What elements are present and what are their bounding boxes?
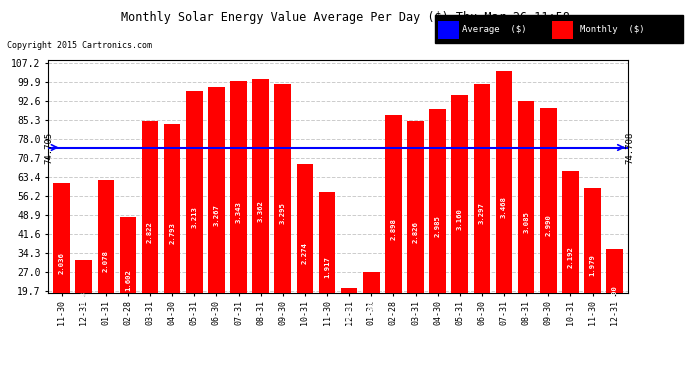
Bar xyxy=(540,108,557,343)
Text: 3.295: 3.295 xyxy=(279,202,286,225)
Text: 3.297: 3.297 xyxy=(479,202,485,224)
Text: 2.826: 2.826 xyxy=(413,221,419,243)
Bar xyxy=(429,109,446,343)
Bar xyxy=(451,95,468,343)
Text: 2.192: 2.192 xyxy=(567,246,573,268)
Bar xyxy=(230,81,247,343)
Bar xyxy=(164,124,181,343)
Text: 2.985: 2.985 xyxy=(435,215,441,237)
Bar xyxy=(208,87,225,343)
Text: Monthly  ($): Monthly ($) xyxy=(580,26,644,34)
Text: Copyright 2015 Cartronics.com: Copyright 2015 Cartronics.com xyxy=(7,41,152,50)
Bar xyxy=(607,249,623,343)
Bar xyxy=(186,91,203,343)
Bar xyxy=(141,122,159,343)
Text: 74.708: 74.708 xyxy=(626,131,635,164)
Text: 3.362: 3.362 xyxy=(257,200,264,222)
Bar xyxy=(53,183,70,343)
Text: 1.979: 1.979 xyxy=(589,254,595,276)
Bar xyxy=(562,171,579,343)
Text: 2.822: 2.822 xyxy=(147,221,153,243)
Text: 2.036: 2.036 xyxy=(59,252,65,274)
Text: 3.213: 3.213 xyxy=(191,206,197,228)
Text: 3.085: 3.085 xyxy=(523,211,529,232)
Bar xyxy=(275,84,291,343)
Text: Average  ($): Average ($) xyxy=(462,26,526,34)
Text: 2.990: 2.990 xyxy=(545,214,551,236)
Text: 0.691: 0.691 xyxy=(346,304,352,327)
Text: Monthly Solar Energy Value Average Per Day ($) Thu Mar 26 11:58: Monthly Solar Energy Value Average Per D… xyxy=(121,11,569,24)
Text: 74.705: 74.705 xyxy=(44,131,53,164)
Text: 1.602: 1.602 xyxy=(125,269,131,291)
Bar xyxy=(119,217,136,343)
Text: 0.903: 0.903 xyxy=(368,296,374,318)
Bar xyxy=(584,188,601,343)
Bar xyxy=(518,101,535,343)
Text: 2.898: 2.898 xyxy=(391,218,397,240)
Bar xyxy=(363,272,380,343)
Bar xyxy=(385,116,402,343)
Text: 3.160: 3.160 xyxy=(457,208,463,230)
Bar xyxy=(341,288,357,343)
Bar xyxy=(253,79,269,343)
Bar xyxy=(473,84,490,343)
Text: 3.343: 3.343 xyxy=(235,201,242,222)
Bar xyxy=(75,261,92,343)
Text: 1.200: 1.200 xyxy=(611,285,618,306)
Bar xyxy=(97,180,114,343)
Text: 1.917: 1.917 xyxy=(324,256,330,279)
Text: 2.078: 2.078 xyxy=(103,250,109,272)
Text: 1.048: 1.048 xyxy=(81,291,87,312)
Bar xyxy=(407,121,424,343)
Text: 2.274: 2.274 xyxy=(302,243,308,264)
Text: 3.267: 3.267 xyxy=(213,204,219,225)
Bar xyxy=(297,164,313,343)
Bar xyxy=(319,192,335,343)
Text: 3.468: 3.468 xyxy=(501,196,507,217)
Text: 2.793: 2.793 xyxy=(169,222,175,244)
Bar xyxy=(495,71,512,343)
